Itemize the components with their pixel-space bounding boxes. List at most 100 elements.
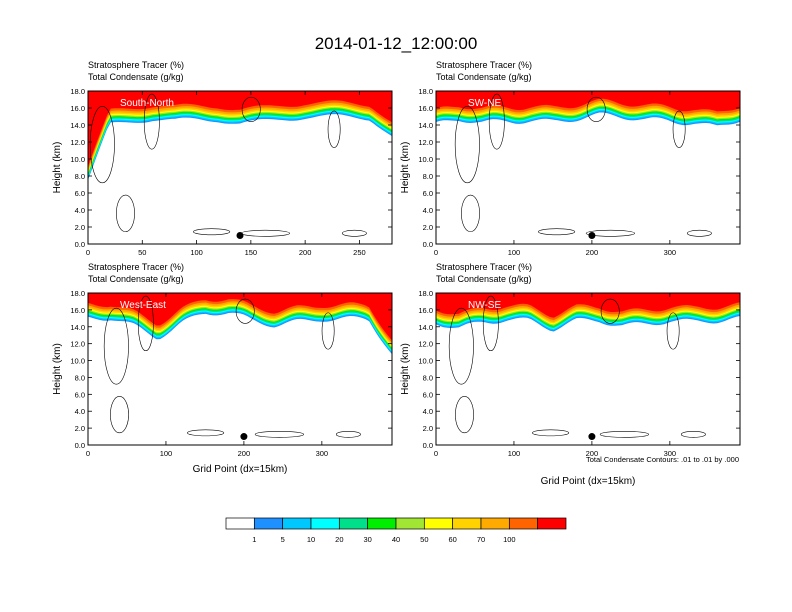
- colorbar-label: 50: [420, 535, 428, 544]
- contour-line: [193, 228, 231, 236]
- tracer-field: [88, 91, 392, 244]
- contour-line: [482, 295, 499, 352]
- x-tick-label: 250: [353, 248, 366, 257]
- x-tick-label: 200: [299, 248, 312, 257]
- tracer-top-strip: [88, 293, 392, 300]
- panel-label-condensate: Total Condensate (g/kg): [436, 274, 532, 284]
- y-tick-label: 8.0: [75, 172, 85, 181]
- tracer-top-strip: [436, 293, 740, 300]
- y-tick-label: 2.0: [423, 424, 433, 433]
- condensate-contours: [103, 295, 361, 438]
- contour-line: [137, 295, 154, 352]
- location-marker: [588, 232, 596, 239]
- panel-title: NW-SE: [468, 300, 501, 311]
- y-tick-label: 12.0: [418, 340, 433, 349]
- x-tick-label: 200: [586, 449, 599, 458]
- contour-line: [461, 194, 480, 233]
- y-axis-label: Height (km): [52, 142, 63, 194]
- colorbar-box: [367, 517, 397, 530]
- contour-line: [235, 298, 255, 324]
- panel-title: SW-NE: [468, 98, 501, 109]
- x-tick-label: 200: [586, 248, 599, 257]
- location-marker: [240, 433, 248, 441]
- y-tick-label: 2.0: [423, 223, 433, 232]
- plot-frame: [87, 292, 393, 446]
- tracer-field: [436, 293, 740, 445]
- colorbar: 1 5 10 20 30 40 50 60 70 100: [225, 517, 567, 544]
- y-tick-label: 10.0: [70, 357, 85, 366]
- tracer-field: [88, 293, 392, 445]
- y-tick-label: 4.0: [75, 407, 85, 416]
- contour-line: [89, 106, 115, 184]
- figure-title: 2014-01-12_12:00:00: [315, 34, 478, 53]
- y-tick-label: 8.0: [423, 373, 433, 382]
- contour-line: [341, 229, 367, 237]
- contour-line: [454, 106, 480, 184]
- contour-line: [680, 431, 706, 438]
- y-tick-label: 10.0: [70, 155, 85, 164]
- y-axis-label: Height (km): [400, 343, 411, 395]
- contour-line: [448, 307, 474, 385]
- condensate-contours: [89, 93, 367, 237]
- colorbar-label: 60: [448, 535, 456, 544]
- x-tick-label: 300: [664, 449, 677, 458]
- panel-1: Stratosphere Tracer (%) Total Condensate …: [52, 60, 393, 257]
- contour-line: [455, 396, 474, 434]
- tracer-band-1: [88, 293, 392, 341]
- panel-label-condensate: Total Condensate (g/kg): [88, 274, 184, 284]
- x-tick-label: 300: [664, 248, 677, 257]
- contour-line: [686, 229, 712, 237]
- colorbar-box: [480, 517, 510, 530]
- colorbar-box: [537, 517, 567, 530]
- colorbar-label: 100: [503, 535, 516, 544]
- y-axis-label: Height (km): [52, 343, 63, 395]
- y-tick-label: 0.0: [423, 240, 433, 249]
- colorbar-label: 70: [477, 535, 485, 544]
- y-tick-label: 4.0: [75, 206, 85, 215]
- location-marker: [588, 433, 596, 441]
- contour-line: [254, 431, 305, 438]
- y-tick-label: 6.0: [423, 189, 433, 198]
- panel-label-tracer: Stratosphere Tracer (%): [88, 262, 184, 272]
- y-tick-label: 12.0: [70, 340, 85, 349]
- x-tick-label: 100: [508, 248, 521, 257]
- x-tick-label: 0: [434, 449, 438, 458]
- contour-line: [335, 431, 361, 438]
- y-tick-label: 16.0: [418, 104, 433, 113]
- y-tick-label: 6.0: [75, 390, 85, 399]
- contour-line: [538, 228, 576, 236]
- contour-line: [110, 396, 129, 434]
- y-tick-label: 0.0: [75, 441, 85, 450]
- y-tick-label: 0.0: [423, 441, 433, 450]
- y-tick-label: 6.0: [423, 390, 433, 399]
- y-tick-label: 4.0: [423, 407, 433, 416]
- contour-line: [241, 96, 261, 122]
- x-tick-label: 200: [238, 449, 251, 458]
- contour-line: [599, 431, 650, 438]
- panel-4: Stratosphere Tracer (%) Total Condensate …: [400, 262, 741, 487]
- x-tick-label: 100: [160, 449, 173, 458]
- x-tick-label: 0: [434, 248, 438, 257]
- y-tick-label: 12.0: [70, 138, 85, 147]
- colorbar-box: [282, 517, 312, 530]
- plot-frame: [87, 90, 393, 245]
- colorbar-box: [395, 517, 425, 530]
- x-tick-label: 100: [190, 248, 203, 257]
- contour-line: [187, 429, 225, 437]
- x-tick-label: 50: [138, 248, 146, 257]
- contour-line: [672, 110, 686, 148]
- colorbar-box: [310, 517, 340, 530]
- y-tick-label: 2.0: [75, 223, 85, 232]
- x-tick-label: 300: [316, 449, 329, 458]
- colorbar-box: [225, 517, 255, 530]
- colorbar-label: 40: [392, 535, 400, 544]
- colorbar-label: 10: [307, 535, 315, 544]
- y-tick-label: 14.0: [418, 121, 433, 130]
- y-tick-label: 18.0: [70, 289, 85, 298]
- contour-line: [532, 429, 570, 437]
- condensate-contours: [448, 295, 706, 438]
- tracer-top-strip: [436, 91, 740, 98]
- y-tick-label: 10.0: [418, 357, 433, 366]
- contour-line: [327, 110, 341, 148]
- y-axis-label: Height (km): [400, 142, 411, 194]
